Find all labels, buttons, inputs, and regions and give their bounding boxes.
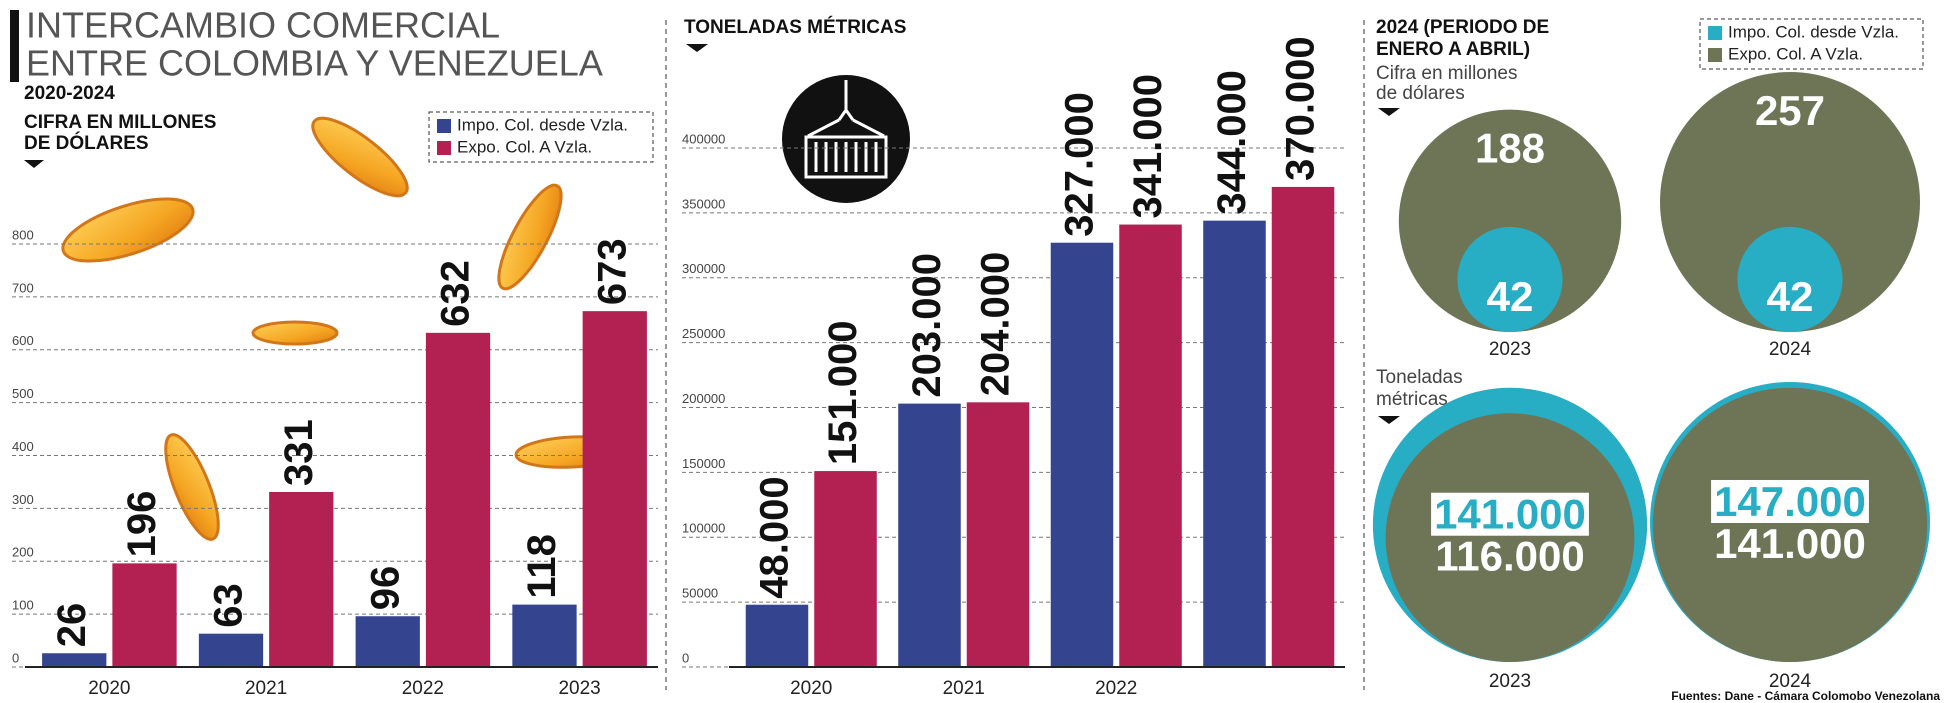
value-label: 141.000 — [1434, 491, 1586, 538]
x-tick-label: 2020 — [790, 678, 832, 699]
bar — [426, 333, 490, 667]
legend-swatch — [437, 119, 451, 133]
value-label: 327.000 — [1058, 92, 1102, 237]
legend-swatch — [437, 141, 451, 155]
value-label: 141.000 — [1714, 520, 1866, 567]
y-tick-label: 300000 — [682, 261, 725, 276]
chart-title: ENTRE COLOMBIA Y VENEZUELA — [26, 43, 603, 84]
bar — [112, 563, 176, 667]
y-tick-label: 0 — [682, 650, 689, 665]
y-tick-label: 150000 — [682, 456, 725, 471]
bar — [1051, 243, 1114, 667]
value-label: 26 — [50, 603, 94, 648]
chart-subtitle: métricas — [1376, 389, 1448, 410]
x-tick-label: 2024 — [1769, 671, 1812, 692]
value-label: 196 — [120, 491, 164, 558]
y-tick-label: 500 — [12, 386, 34, 401]
legend-label: Impo. Col. desde Vzla. — [1728, 22, 1899, 41]
title-bar — [10, 10, 19, 82]
chart-title: 2024 (PERIODO DE — [1376, 17, 1549, 38]
pointer-arrow — [686, 44, 708, 52]
value-label: 341.000 — [1126, 74, 1170, 219]
pointer-arrow — [1378, 108, 1400, 116]
x-tick-label: 2023 — [558, 678, 600, 699]
value-label: 370.000 — [1279, 36, 1323, 181]
pointer-arrow — [24, 160, 44, 168]
value-label: 151.000 — [821, 320, 865, 465]
bar — [583, 311, 647, 667]
x-tick-label: 2022 — [1095, 678, 1137, 699]
y-tick-label: 250000 — [682, 326, 725, 341]
y-tick-label: 400000 — [682, 131, 725, 146]
value-label: 331 — [277, 419, 321, 486]
legend-label: Expo. Col. A Vzla. — [457, 137, 592, 156]
legend-swatch — [1708, 48, 1722, 62]
x-tick-label: 2020 — [88, 678, 130, 699]
value-label: 42 — [1767, 273, 1814, 320]
bar — [1119, 225, 1182, 667]
chart-subtitle: de dólares — [1376, 83, 1465, 104]
chart-title: INTERCAMBIO COMERCIAL — [26, 5, 500, 46]
value-label: 344.000 — [1210, 70, 1254, 215]
value-label: 63 — [207, 583, 251, 628]
y-axis-label: DE DÓLARES — [24, 132, 149, 154]
value-label: 147.000 — [1714, 478, 1866, 525]
y-tick-label: 350000 — [682, 196, 725, 211]
value-label: 632 — [434, 260, 478, 327]
bar — [967, 402, 1030, 667]
y-tick-label: 600 — [12, 333, 34, 348]
value-label: 118 — [520, 534, 564, 599]
chart-subtitle: 2020-2024 — [24, 83, 115, 104]
x-tick-label: 2022 — [402, 678, 444, 699]
x-tick-label: 2021 — [245, 678, 287, 699]
y-tick-label: 0 — [12, 650, 19, 665]
bar — [898, 404, 961, 667]
y-tick-label: 50000 — [682, 586, 718, 601]
value-label: 48.000 — [753, 476, 797, 598]
y-axis-label: CIFRA EN MILLONES — [24, 112, 216, 133]
legend-label: Impo. Col. desde Vzla. — [457, 115, 628, 134]
bar — [746, 605, 809, 667]
legend-label: Expo. Col. A Vzla. — [1728, 44, 1863, 63]
y-tick-label: 100000 — [682, 521, 725, 536]
value-label: 188 — [1475, 125, 1545, 172]
y-tick-label: 100 — [12, 598, 34, 613]
x-tick-label: 2023 — [1489, 339, 1531, 360]
bar — [356, 616, 420, 667]
bar — [1272, 187, 1335, 667]
chart-title: ENERO A ABRIL) — [1376, 39, 1530, 60]
value-label: 204.000 — [974, 252, 1018, 397]
chart-title: TONELADAS MÉTRICAS — [684, 16, 906, 38]
value-label: 116.000 — [1435, 533, 1585, 580]
x-tick-label: 2023 — [1489, 671, 1531, 692]
coins-decoration — [56, 106, 629, 545]
x-tick-label: 2021 — [943, 678, 985, 699]
y-tick-label: 800 — [12, 227, 34, 242]
y-tick-label: 200000 — [682, 391, 725, 406]
value-label: 203.000 — [905, 253, 949, 398]
bar — [269, 492, 333, 667]
bar — [42, 653, 106, 667]
value-label: 42 — [1487, 273, 1534, 320]
bar — [199, 634, 263, 667]
y-tick-label: 300 — [12, 492, 34, 507]
bar — [512, 605, 576, 667]
x-tick-label: 2024 — [1769, 339, 1812, 360]
chart-subtitle: Toneladas — [1376, 367, 1463, 388]
value-label: 257 — [1755, 87, 1825, 134]
y-tick-label: 700 — [12, 280, 34, 295]
infographic: INTERCAMBIO COMERCIAL ENTRE COLOMBIA Y V… — [0, 0, 1946, 703]
pointer-arrow — [1378, 416, 1400, 424]
legend-swatch — [1708, 26, 1722, 40]
y-tick-label: 400 — [12, 439, 34, 454]
chart-subtitle: Cifra en millones — [1376, 63, 1518, 84]
bar — [1203, 221, 1266, 667]
value-label: 96 — [363, 566, 407, 611]
bar — [814, 471, 877, 667]
y-tick-label: 200 — [12, 545, 34, 560]
value-label: 673 — [590, 238, 634, 305]
container-icon — [782, 75, 910, 203]
